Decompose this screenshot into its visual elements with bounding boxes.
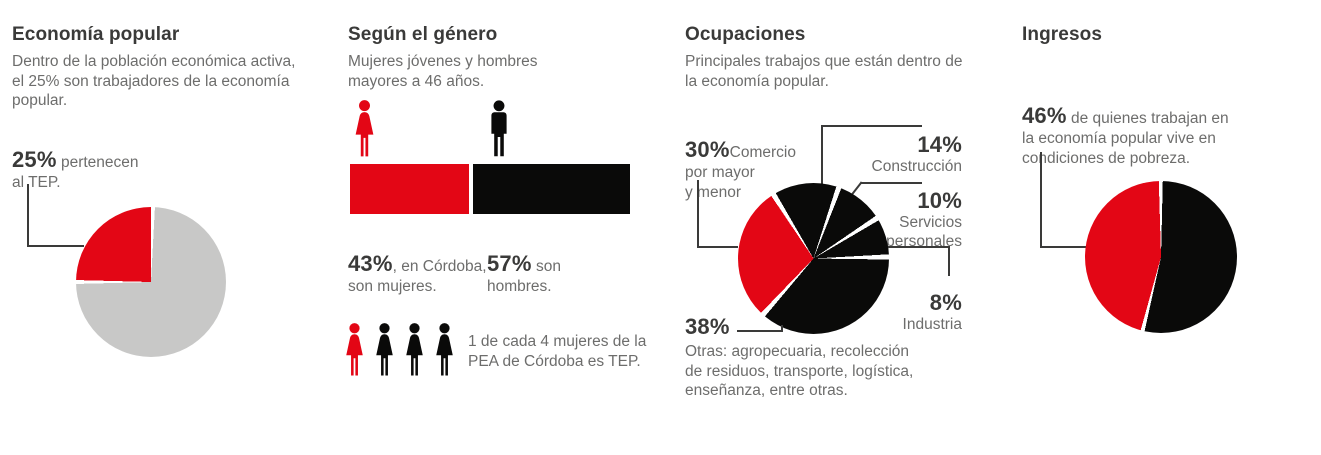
connector-construccion-horizontal: [821, 125, 922, 127]
stat-43-value: 43%: [348, 250, 393, 276]
gender-proportion-bar: [350, 164, 630, 214]
connector-comercio-horizontal: [697, 246, 738, 248]
callout-otras-value: 38%: [685, 314, 730, 339]
connector-otras-tick: [781, 325, 783, 332]
connector-ingresos-horizontal: [1040, 246, 1088, 248]
section-economia-description: Dentro de la población económica activa,…: [12, 53, 296, 110]
woman-icon: [355, 100, 374, 157]
stat-25-value: 25%: [12, 146, 57, 172]
section-ocupaciones-description: Principales trabajos que están dentro de…: [685, 53, 963, 90]
connector-economia-horizontal: [27, 245, 84, 247]
connector-ingresos-vertical: [1040, 152, 1042, 248]
woman-icon: [376, 323, 393, 376]
callout-construccion-text: Construcción: [871, 158, 962, 175]
connector-industria-vertical: [948, 246, 950, 276]
stat-hombres: 57% son hombres.: [487, 230, 607, 297]
callout-construccion: 14% Construcción: [842, 114, 962, 195]
stat-46-value: 46%: [1022, 102, 1067, 128]
callout-construccion-value: 14%: [917, 132, 962, 157]
stat-43-text: , en Córdoba, son mujeres.: [348, 257, 487, 296]
connector-construccion-vertical: [821, 125, 823, 188]
section-ocupaciones-title: Ocupaciones: [685, 24, 806, 45]
connector-comercio-vertical: [697, 180, 699, 248]
stat-57-text: son hombres.: [487, 257, 561, 296]
connector-otras-horizontal: [737, 330, 783, 332]
woman-icon: [406, 323, 423, 376]
pie-chart-ocupaciones: [738, 183, 889, 334]
callout-servicios-text: Servicios personales: [886, 214, 962, 250]
callout-industria-value: 8%: [929, 290, 962, 315]
connector-servicios-horizontal: [861, 182, 922, 184]
section-genero-description: Mujeres jóvenes y hombres mayores a 46 a…: [348, 53, 538, 90]
callout-comercio-text: Comercio por mayor y menor: [685, 143, 796, 201]
woman-icon: [346, 323, 363, 376]
stat-46-text: de quienes trabajan en la economía popul…: [1022, 109, 1229, 167]
women-ratio-pictogram: [341, 323, 458, 377]
section-economia-stat: 25% pertenecen al TEP.: [12, 126, 232, 193]
stat-mujeres: 43%, en Córdoba, son mujeres.: [348, 230, 488, 297]
callout-comercio: 30%Comercio por mayor y menor: [685, 116, 805, 202]
stat-25-text: pertenecen al TEP.: [12, 153, 139, 192]
woman-icon: [436, 323, 453, 376]
man-icon: [491, 100, 507, 157]
connector-economia-vertical: [27, 184, 29, 247]
callout-industria-text: Industria: [902, 316, 962, 333]
callout-servicios: 10% Servicios personales: [842, 170, 962, 270]
section-ingresos-title: Ingresos: [1022, 24, 1102, 45]
bar-segment-hombres: [472, 164, 630, 214]
pie-chart-ingresos: [1085, 181, 1237, 333]
stat-57-value: 57%: [487, 250, 532, 276]
pie-chart-tep-share: [76, 207, 226, 357]
callout-servicios-value: 10%: [917, 188, 962, 213]
callout-comercio-value: 30%: [685, 136, 730, 162]
callout-otras-text: Otras: agropecuaria, recolección de resi…: [685, 343, 914, 400]
section-genero-title: Según el género: [348, 24, 498, 45]
connector-industria-horizontal: [888, 246, 950, 248]
bar-segment-mujeres: [350, 164, 469, 214]
section-ingresos-stat: 46% de quienes trabajan en la economía p…: [1022, 82, 1252, 168]
callout-industria: 8% Industria: [842, 272, 962, 353]
section-economia-title: Economía popular: [12, 24, 180, 45]
women-ratio-caption: 1 de cada 4 mujeres de la PEA de Córdoba…: [468, 333, 647, 370]
